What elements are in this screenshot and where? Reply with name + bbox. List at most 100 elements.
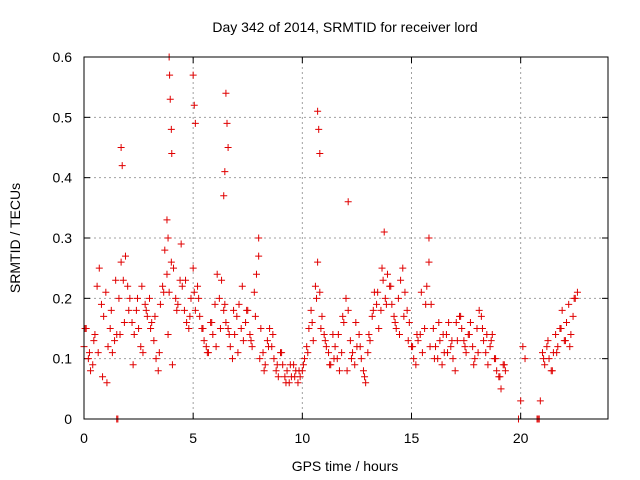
data-point: [309, 337, 317, 345]
data-point: [130, 331, 138, 339]
data-point: [565, 300, 573, 308]
data-point: [307, 306, 315, 314]
data-point: [403, 306, 411, 314]
data-point: [173, 306, 181, 314]
data-point: [215, 294, 223, 302]
data-point: [250, 288, 258, 296]
data-point: [196, 312, 204, 320]
data-point: [246, 331, 254, 339]
data-point: [150, 337, 158, 345]
data-point: [230, 306, 238, 314]
data-point: [343, 367, 351, 375]
data-point: [274, 373, 282, 381]
data-point: [247, 337, 255, 345]
data-point: [436, 337, 444, 345]
data-point: [382, 300, 390, 308]
data-point: [377, 306, 385, 314]
data-point: [521, 355, 529, 363]
data-point: [374, 288, 382, 296]
data-point: [435, 318, 443, 326]
data-point: [314, 107, 322, 115]
y-tick-label: 0.6: [53, 49, 73, 65]
data-point: [365, 331, 373, 339]
data-point: [152, 355, 160, 363]
data-point: [326, 361, 334, 369]
x-tick-label: 15: [404, 430, 420, 446]
data-point: [160, 288, 168, 296]
data-point: [401, 288, 409, 296]
data-point: [308, 318, 316, 326]
data-point: [281, 373, 289, 381]
data-point: [356, 343, 364, 351]
data-point: [97, 300, 105, 308]
data-point: [141, 300, 149, 308]
data-point: [93, 282, 101, 290]
data-point: [355, 331, 363, 339]
data-point: [404, 337, 412, 345]
data-point: [211, 300, 219, 308]
data-point: [121, 252, 129, 260]
data-point: [218, 276, 226, 284]
data-point: [238, 282, 246, 290]
data-point: [466, 318, 474, 326]
data-point: [255, 252, 263, 260]
x-axis-label: GPS time / hours: [292, 458, 399, 474]
data-point: [294, 379, 302, 387]
data-point: [320, 331, 328, 339]
x-tick-label: 0: [80, 430, 88, 446]
data-point: [269, 331, 277, 339]
data-point: [282, 379, 290, 387]
x-tick-label: 5: [189, 430, 197, 446]
data-point: [200, 337, 208, 345]
data-point: [106, 325, 114, 332]
data-point: [147, 325, 155, 332]
data-point: [117, 144, 125, 151]
data-point: [316, 288, 324, 296]
x-tick-label: 10: [295, 430, 311, 446]
data-point: [221, 168, 229, 176]
data-point: [561, 337, 569, 345]
data-point: [117, 258, 125, 266]
data-point: [543, 343, 551, 351]
data-point: [221, 300, 229, 308]
data-point: [261, 361, 269, 369]
data-point: [139, 349, 147, 357]
data-point: [413, 331, 421, 339]
data-point: [422, 300, 430, 308]
data-point: [390, 312, 398, 320]
data-point: [449, 355, 457, 363]
data-point: [259, 349, 267, 357]
data-point: [573, 288, 581, 296]
data-point: [409, 343, 417, 351]
data-point: [541, 361, 549, 369]
data-point: [135, 325, 143, 332]
y-axis-label: SRMTID / TECUs: [7, 183, 23, 293]
data-point: [85, 349, 93, 357]
data-point: [163, 270, 171, 278]
data-point: [213, 270, 221, 278]
data-point: [164, 234, 172, 242]
data-point: [304, 349, 312, 357]
data-point: [164, 331, 172, 339]
plot-frame: [83, 56, 609, 420]
data-point: [129, 361, 137, 369]
data-point: [461, 343, 469, 351]
data-point: [375, 325, 383, 332]
data-point: [291, 373, 299, 381]
data-point: [119, 276, 127, 284]
data-point: [340, 318, 348, 326]
data-point: [226, 343, 234, 351]
data-point: [190, 101, 198, 109]
data-point: [364, 349, 372, 357]
data-point: [252, 270, 260, 278]
data-point: [107, 306, 115, 314]
data-point: [208, 318, 216, 326]
data-point: [224, 144, 232, 151]
data-point: [366, 337, 374, 345]
data-point: [112, 276, 120, 284]
data-point: [228, 355, 236, 363]
data-point: [234, 349, 242, 357]
data-point: [190, 288, 198, 296]
